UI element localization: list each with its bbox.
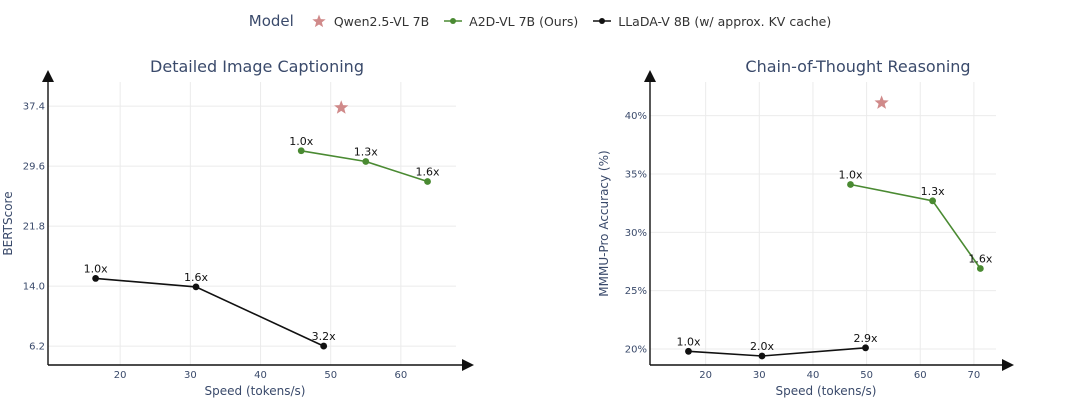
series-llada: 1.0x 1.6x 3.2x <box>84 262 336 350</box>
series-llada: 1.0x 2.0x 2.9x <box>676 332 878 360</box>
data-point-llada <box>192 283 200 291</box>
series-a2d: 1.0x 1.3x 1.6x <box>839 169 993 272</box>
x-tick-label: 50 <box>860 370 873 381</box>
legend-item-qwen: Qwen2.5-VL 7B <box>310 14 429 29</box>
y-tick-label: 6.2 <box>29 342 45 353</box>
data-label-a2d: 1.0x <box>839 169 863 182</box>
y-axis-arrow-icon <box>644 70 656 82</box>
y-tick-label: 21.8 <box>23 222 45 233</box>
x-tick-label: 20 <box>699 370 712 381</box>
data-point-a2d <box>424 178 431 185</box>
y-tick-label: 29.6 <box>23 162 45 173</box>
data-point-a2d <box>362 158 370 165</box>
chart-title: Detailed Image Captioning <box>150 57 364 76</box>
data-point-llada <box>92 275 100 282</box>
x-tick-label: 20 <box>114 370 127 381</box>
y-tick-label: 30% <box>625 228 647 239</box>
star-icon <box>312 14 326 28</box>
legend-label-a2d: A2D-VL 7B (Ours) <box>469 13 579 29</box>
chart-detailed-image-captioning: 20 30 40 50 60 6.2 14.0 21.8 29.6 37.4 Detailed Im… <box>1 57 474 398</box>
data-point-llada <box>862 344 869 352</box>
data-point-a2d <box>297 147 305 155</box>
x-axis-arrow-icon <box>1002 359 1014 371</box>
x-tick-label: 60 <box>395 370 408 381</box>
data-point-star-qwen <box>334 100 349 114</box>
line-circle-icon <box>444 18 463 24</box>
data-label-llada: 2.0x <box>750 340 774 353</box>
x-tick-label: 70 <box>968 370 981 381</box>
data-label-llada: 1.0x <box>676 335 700 348</box>
legend-label-llada: LLaDA-V 8B (w/ approx. KV cache) <box>618 13 832 29</box>
y-tick-label: 35% <box>625 170 647 181</box>
legend: Model Qwen2.5-VL 7B A2D-VL 7B (Ours) LLa… <box>0 10 1080 32</box>
data-label-llada: 1.6x <box>184 271 208 284</box>
x-tick-label: 60 <box>914 370 927 381</box>
data-label-a2d: 1.0x <box>289 135 313 148</box>
chart-title: Chain-of-Thought Reasoning <box>745 57 970 76</box>
legend-marker-qwen <box>312 14 326 28</box>
legend-item-a2d: A2D-VL 7B (Ours) <box>443 14 578 29</box>
data-label-a2d: 1.6x <box>416 166 440 179</box>
x-tick-label: 40 <box>807 370 820 381</box>
chart-chain-of-thought-reasoning: 20 30 40 50 60 70 20% 25% 30% 35% 40% Chain-of-Thou… <box>597 57 1014 398</box>
series-line-a2d <box>850 183 981 269</box>
y-axis-title: MMMU-Pro Accuracy (%) <box>597 150 611 296</box>
x-tick-label: 40 <box>254 370 267 381</box>
data-label-a2d: 1.3x <box>921 185 945 198</box>
data-point-llada <box>758 352 766 360</box>
data-label-llada: 1.0x <box>84 262 108 275</box>
y-tick-label: 14.0 <box>23 282 45 293</box>
data-point-llada <box>320 342 328 350</box>
y-tick-label: 37.4 <box>23 102 45 113</box>
y-axis-title: BERTScore <box>1 191 15 255</box>
data-point-llada <box>685 347 692 355</box>
data-point-a2d <box>976 265 984 272</box>
legend-label-qwen: Qwen2.5-VL 7B <box>333 13 430 29</box>
grid <box>48 82 456 365</box>
data-label-llada: 3.2x <box>312 330 336 343</box>
x-tick-label: 30 <box>753 370 766 381</box>
data-point-a2d <box>929 197 936 205</box>
data-label-llada: 2.9x <box>854 332 878 345</box>
series-qwen <box>334 100 349 114</box>
legend-item-llada: LLaDA-V 8B (w/ approx. KV cache) <box>592 14 831 29</box>
data-point-star-qwen <box>874 95 889 109</box>
y-tick-label: 40% <box>625 111 647 122</box>
legend-title: Model <box>248 12 294 30</box>
line-circle-icon <box>593 18 612 24</box>
x-tick-label: 50 <box>324 370 337 381</box>
y-axis-arrow-icon <box>42 70 54 82</box>
x-axis-arrow-icon <box>462 359 474 371</box>
series-qwen <box>874 95 889 109</box>
data-label-a2d: 1.3x <box>354 146 378 159</box>
x-axis-title: Speed (tokens/s) <box>205 384 306 398</box>
grid <box>650 82 996 365</box>
series-a2d: 1.0x 1.3x 1.6x <box>289 135 440 185</box>
series-line-llada <box>95 277 325 347</box>
y-tick-label: 20% <box>625 345 647 356</box>
x-tick-label: 30 <box>184 370 197 381</box>
data-point-a2d <box>847 181 854 188</box>
x-axis-title: Speed (tokens/s) <box>776 384 877 398</box>
data-label-a2d: 1.6x <box>968 253 992 266</box>
y-tick-label: 25% <box>625 286 647 297</box>
